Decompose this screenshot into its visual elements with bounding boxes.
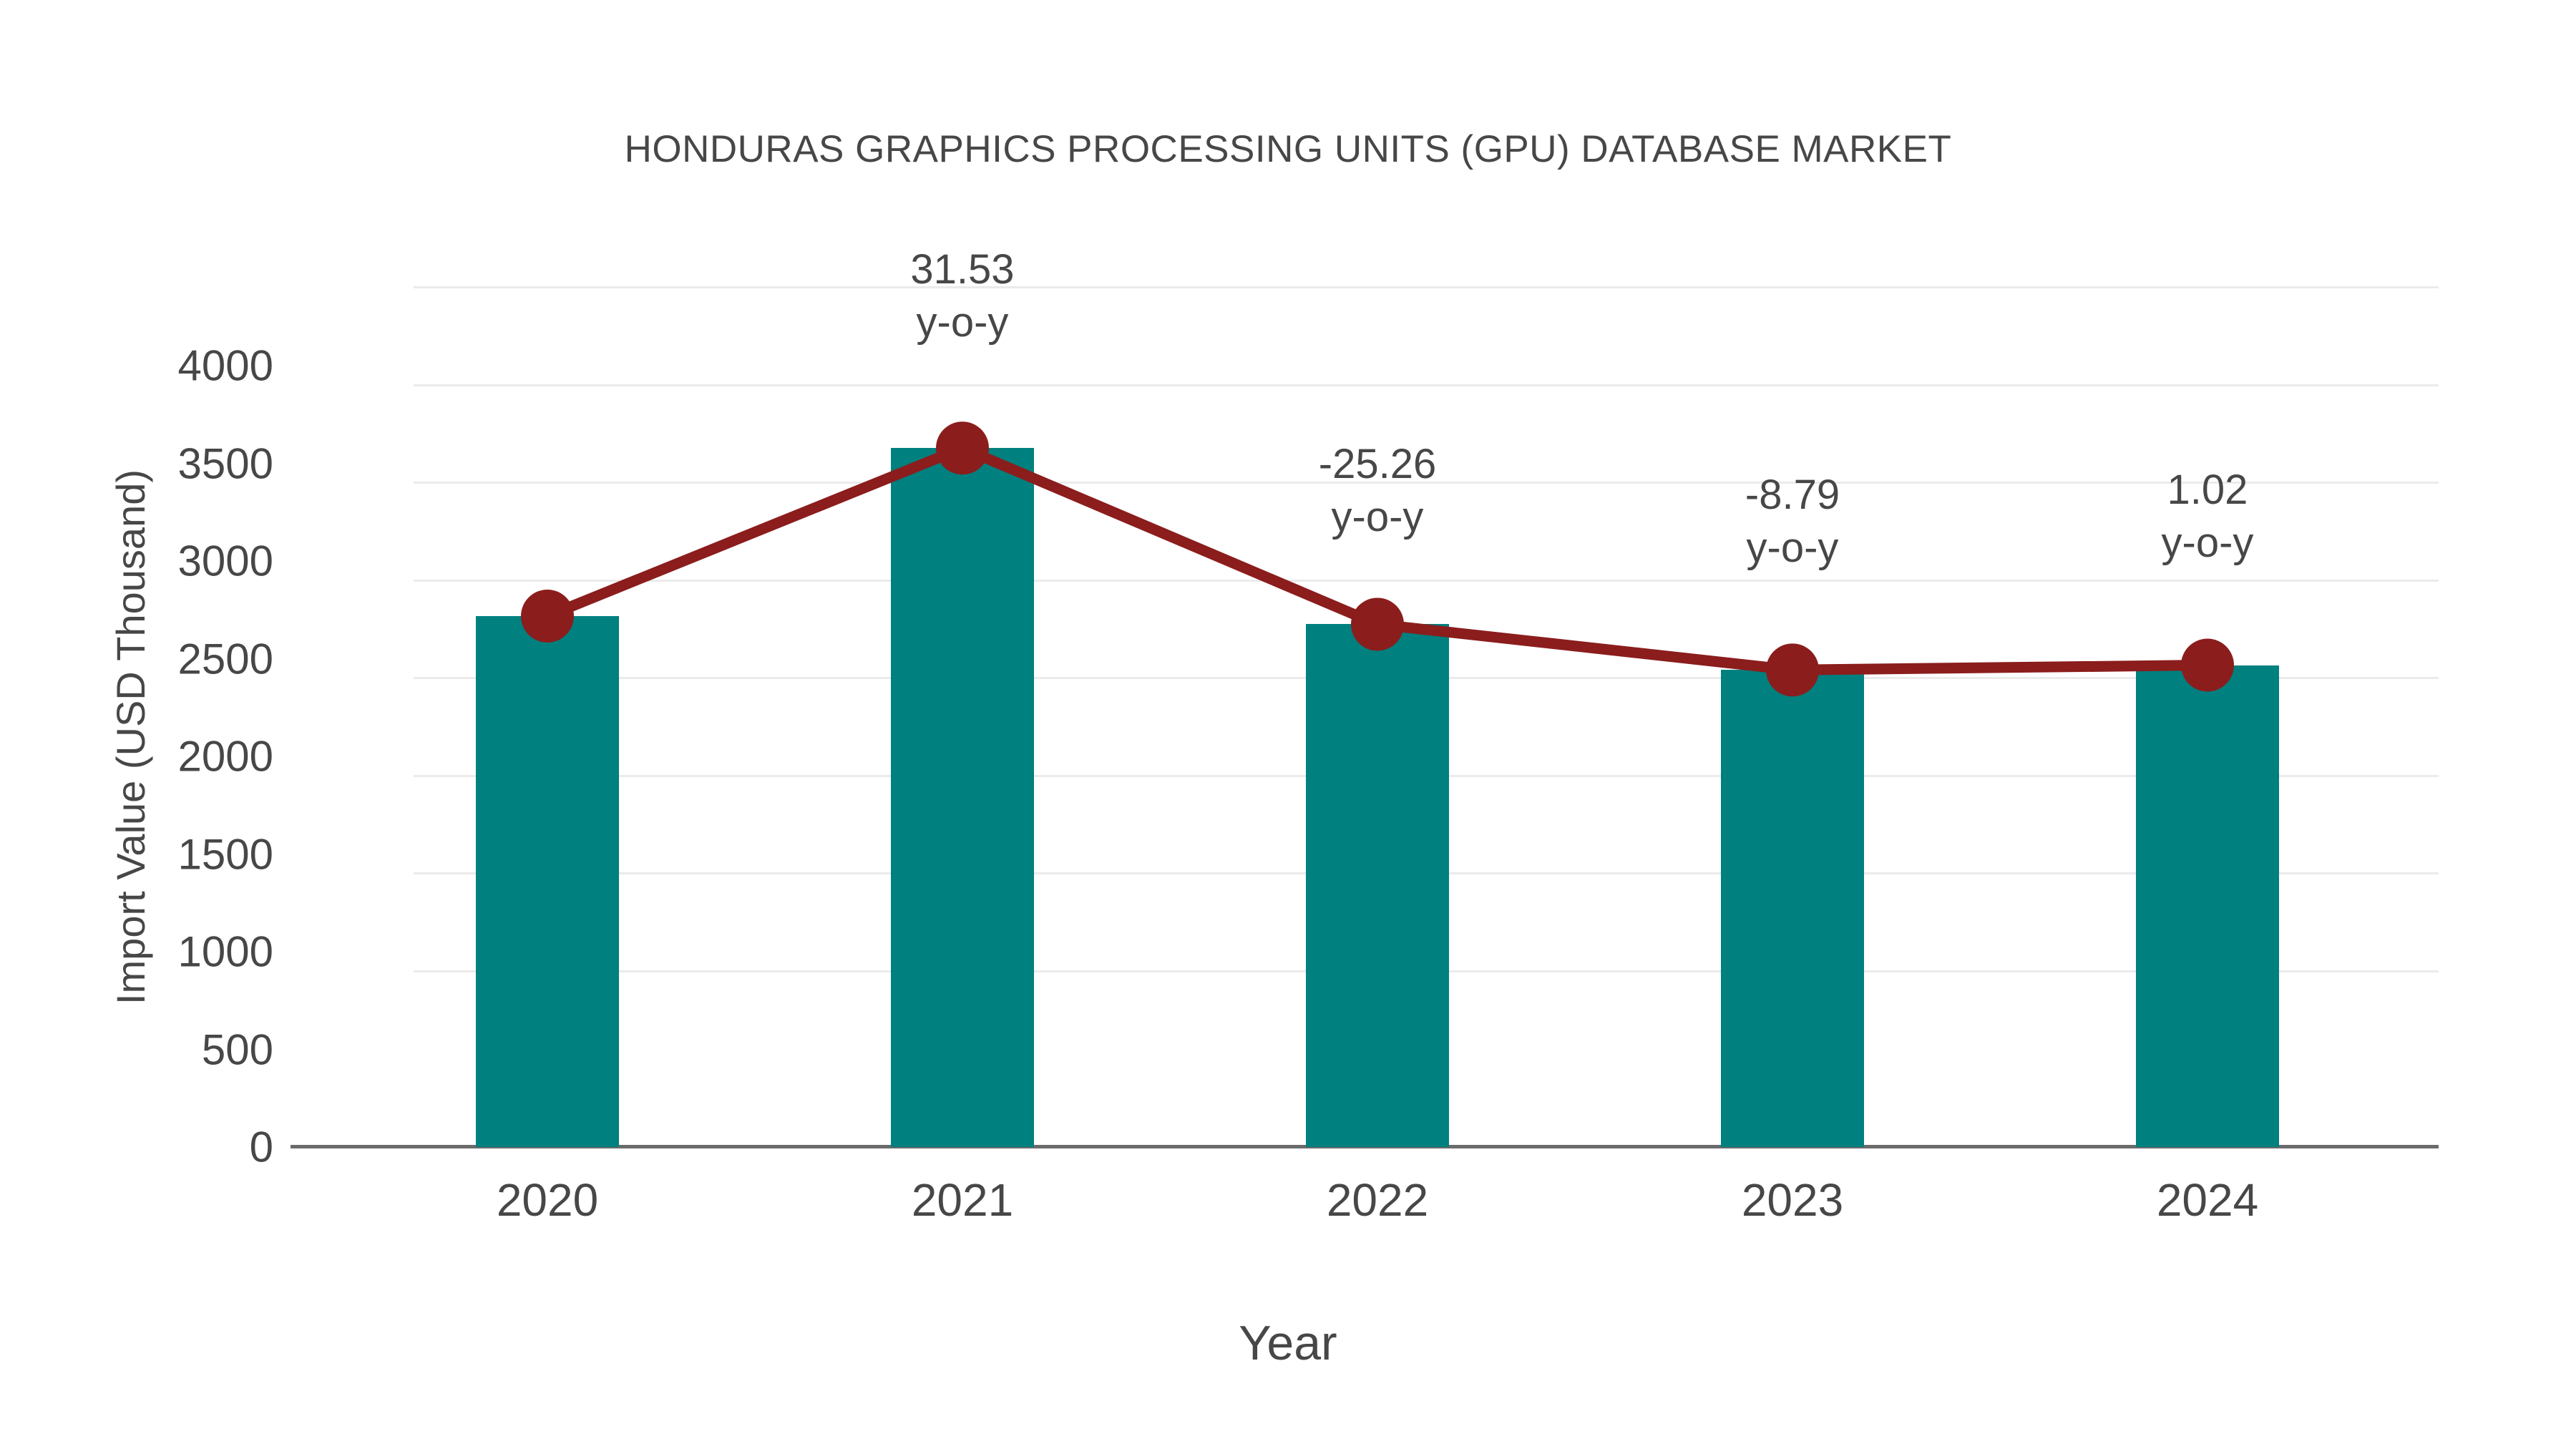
- xtick-label-2022: 2022: [1326, 1174, 1429, 1226]
- ytick-label: 500: [201, 1025, 273, 1073]
- gridline-4000: [414, 286, 2439, 288]
- annotation-sublabel: y-o-y: [916, 299, 1009, 346]
- bar-2020[interactable]: [476, 616, 619, 1147]
- ytick-label: 2500: [177, 635, 273, 683]
- chart-title: HONDURAS GRAPHICS PROCESSING UNITS (GPU)…: [624, 128, 1952, 170]
- xtick-label-2021: 2021: [911, 1174, 1014, 1226]
- annotation-2021: 31.53 y-o-y: [798, 243, 1127, 349]
- gridline-2500: [414, 579, 2439, 582]
- annotation-sublabel: y-o-y: [2161, 519, 2254, 567]
- bar-2022[interactable]: [1306, 624, 1449, 1147]
- annotation-value: 31.53: [910, 246, 1015, 293]
- ytick-label: 3000: [177, 537, 273, 585]
- annotation-value: 1.02: [2167, 467, 2248, 513]
- annotation-2023: -8.79 y-o-y: [1628, 469, 1957, 575]
- bar-2021[interactable]: [891, 448, 1034, 1147]
- x-axis-title: Year: [1239, 1316, 1337, 1370]
- plot-area: [291, 286, 2439, 1148]
- xtick-label-2024: 2024: [2156, 1174, 2259, 1226]
- ytick-label: 0: [249, 1123, 273, 1171]
- ytick-label: 4000: [177, 341, 273, 390]
- annotation-value: -8.79: [1745, 472, 1840, 518]
- annotation-2022: -25.26 y-o-y: [1213, 438, 1542, 544]
- y-axis-title: Import Value (USD Thousand): [108, 469, 153, 1005]
- annotation-2024: 1.02 y-o-y: [2043, 464, 2372, 570]
- ytick-label: 2000: [177, 732, 273, 781]
- ytick-label: 3500: [177, 439, 273, 487]
- xtick-label-2023: 2023: [1741, 1174, 1844, 1226]
- bar-2024[interactable]: [2136, 665, 2279, 1147]
- ytick-label: 1000: [177, 927, 273, 976]
- annotation-value: -25.26: [1318, 441, 1437, 487]
- ytick-label: 1500: [177, 830, 273, 878]
- xtick-label-2020: 2020: [496, 1174, 599, 1226]
- bar-2023[interactable]: [1721, 670, 1864, 1147]
- gridline-3500: [414, 384, 2439, 386]
- annotation-sublabel: y-o-y: [1331, 494, 1424, 541]
- annotation-sublabel: y-o-y: [1746, 525, 1839, 572]
